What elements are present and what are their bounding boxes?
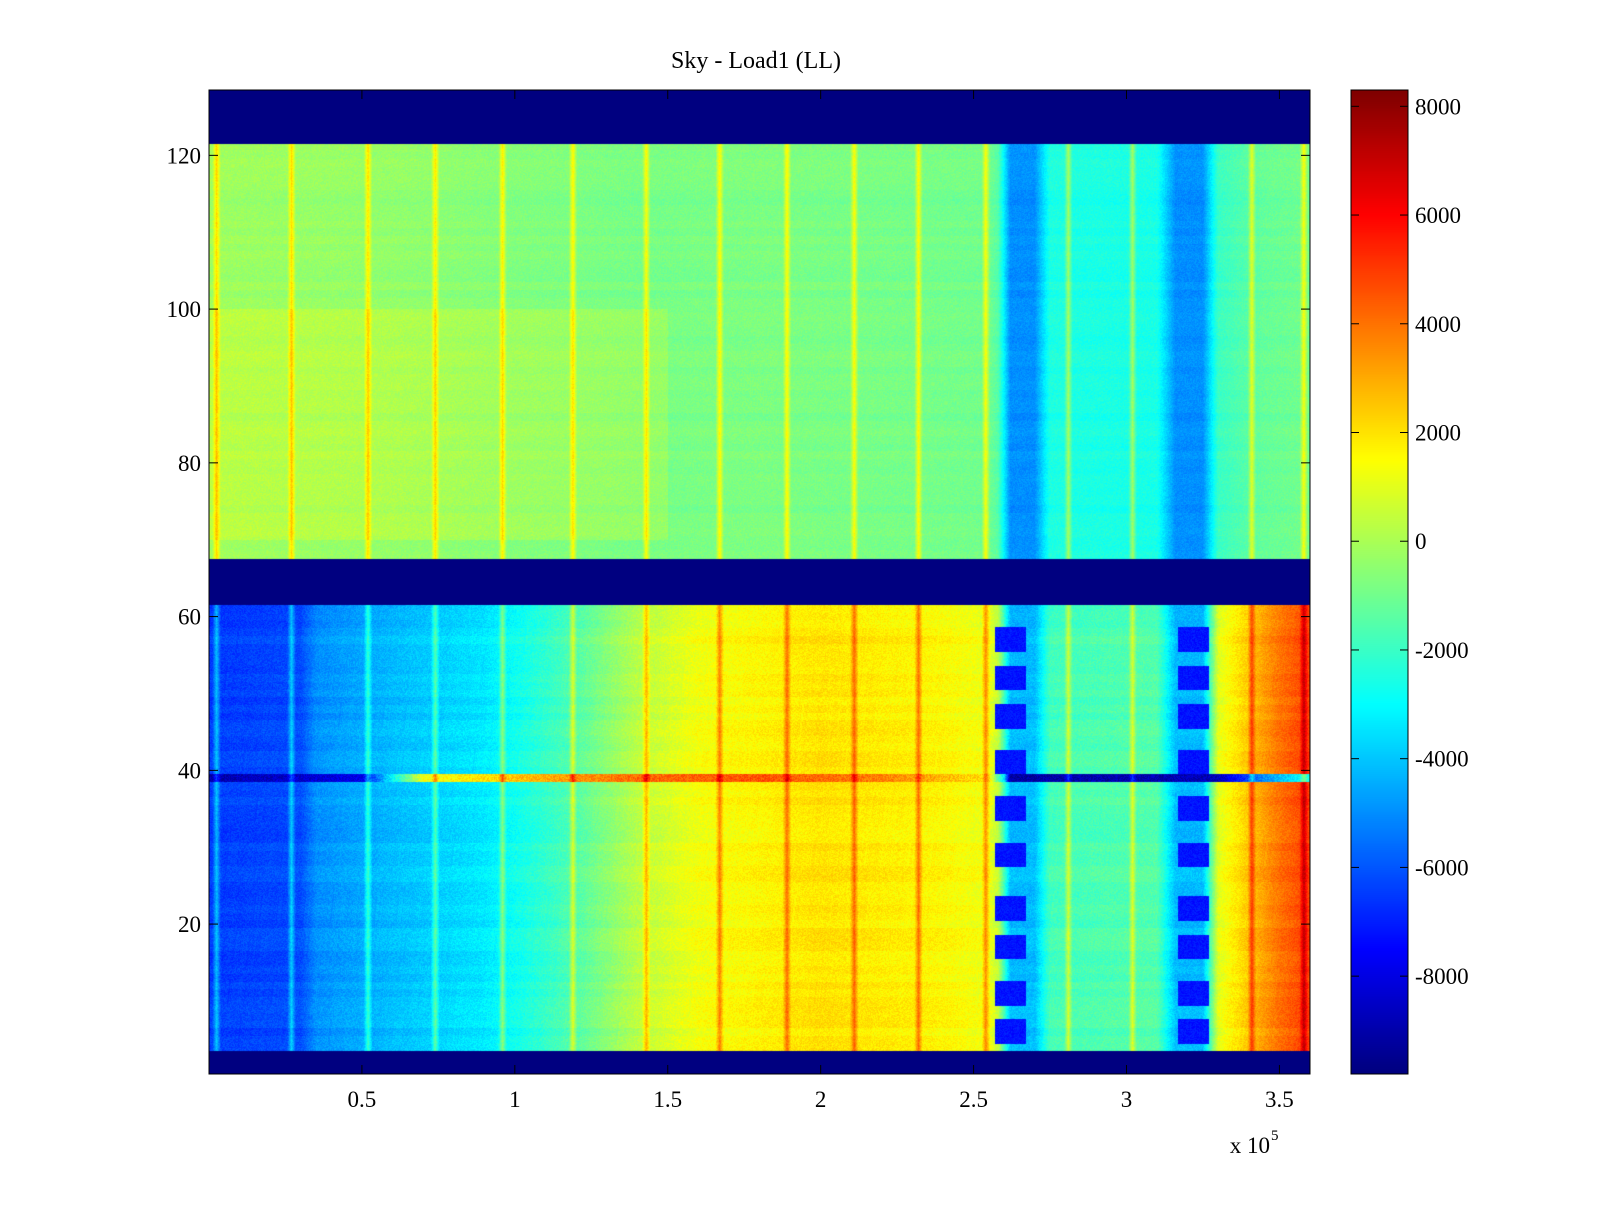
colorbar-tick-label: 2000 (1415, 420, 1461, 445)
y-tick-label: 40 (178, 758, 201, 783)
colorbar-tick-label: -2000 (1415, 638, 1469, 663)
heatmap-image (209, 90, 1310, 1074)
colorbar-tick-label: -6000 (1415, 855, 1469, 880)
plot-frame (208, 89, 1311, 1075)
colorbar-tick-label: 4000 (1415, 312, 1461, 337)
colorbar-tick-label: -4000 (1415, 747, 1469, 772)
colorbar-tick-label: 8000 (1415, 94, 1461, 119)
x-tick-label: 2 (815, 1087, 827, 1112)
x-exponent-superscript: 5 (1271, 1128, 1279, 1144)
x-tick-label: 1 (509, 1087, 521, 1112)
colorbar-tick-label: 6000 (1415, 203, 1461, 228)
colorbar-tick-label: -8000 (1415, 964, 1469, 989)
y-axis-ticks: 20 40 60 80 100 120 (167, 143, 1310, 937)
y-tick-label: 80 (178, 451, 201, 476)
colorbar-gradient (1351, 90, 1408, 1074)
chart-title: Sky - Load1 (LL) (671, 48, 841, 74)
colorbar-frame (1350, 89, 1409, 1075)
y-tick-label: 60 (178, 605, 201, 630)
y-tick-label: 120 (167, 143, 202, 168)
x-tick-label: 1.5 (653, 1087, 682, 1112)
x-tick-label: 3 (1121, 1087, 1133, 1112)
x-tick-label: 0.5 (348, 1087, 377, 1112)
x-exponent-label: x 10 (1230, 1133, 1270, 1158)
x-axis-ticks: 0.5 1 1.5 2 2.5 3 3.5 (348, 90, 1294, 1112)
x-tick-label: 3.5 (1265, 1087, 1294, 1112)
colorbar-ticks: 8000 6000 4000 2000 0 -2000 -4000 -6000 -8000 (1351, 94, 1469, 989)
y-tick-label: 20 (178, 912, 201, 937)
y-tick-label: 100 (167, 297, 202, 322)
colorbar-tick-label: 0 (1415, 529, 1427, 554)
x-tick-label: 2.5 (959, 1087, 988, 1112)
